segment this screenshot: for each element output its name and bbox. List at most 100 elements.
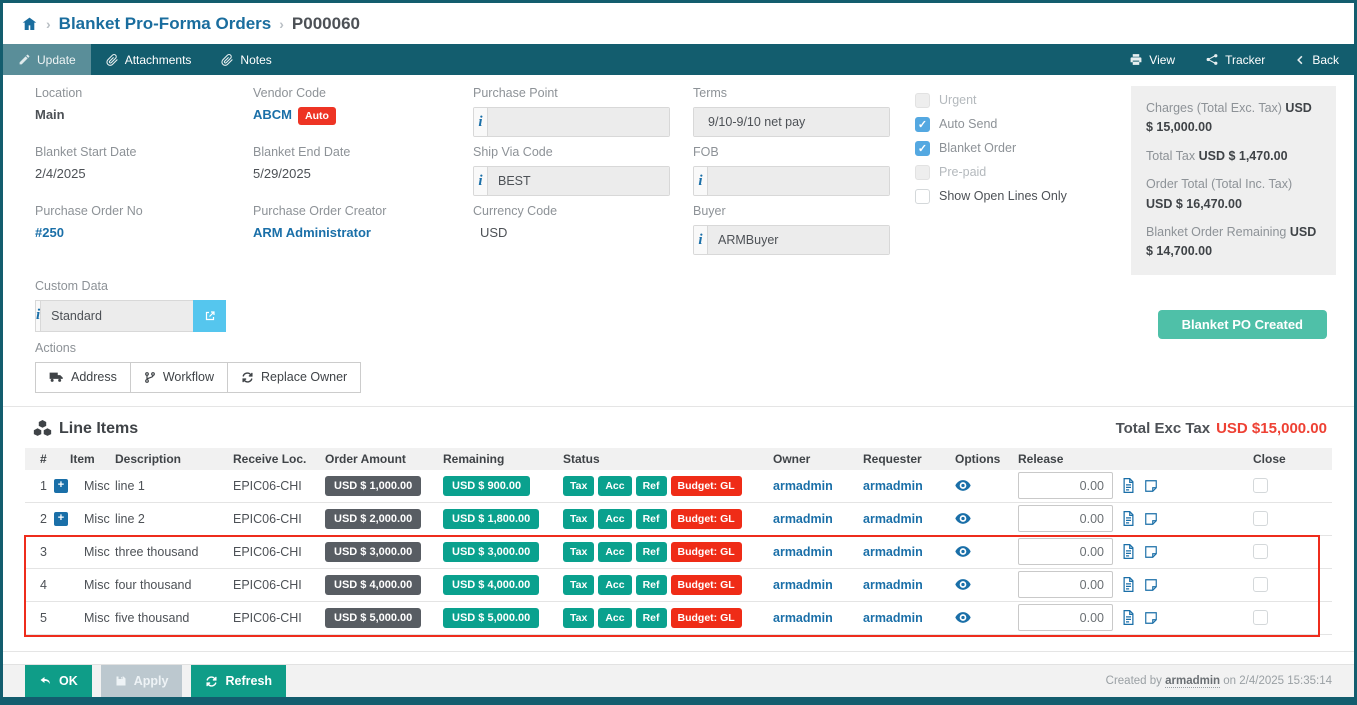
- status-badges: Tax Acc Ref Budget: GL: [563, 475, 773, 496]
- release-amount-input[interactable]: [1018, 472, 1113, 500]
- checkbox-icon[interactable]: [915, 188, 930, 204]
- document-icon[interactable]: [1122, 478, 1135, 494]
- purchase-order-creator-link[interactable]: ARM Administrator: [253, 225, 371, 240]
- requester-link[interactable]: armadmin: [863, 478, 923, 493]
- checkbox-icon: [915, 92, 930, 108]
- owner-link[interactable]: armadmin: [773, 544, 833, 559]
- breadcrumb-section-link[interactable]: Blanket Pro-Forma Orders: [58, 13, 272, 33]
- document-icon[interactable]: [1122, 544, 1135, 560]
- paperclip-icon: [221, 54, 234, 66]
- tax-badge: Tax: [563, 574, 595, 595]
- checkbox-auto-send[interactable]: ✓ Auto Send: [915, 112, 1131, 136]
- close-checkbox[interactable]: [1253, 544, 1268, 560]
- breadcrumb-record: P000060: [291, 13, 360, 33]
- ship-via-code-input[interactable]: [488, 167, 669, 195]
- tab-notes[interactable]: Notes: [206, 44, 286, 75]
- purchase-order-no-link[interactable]: #250: [35, 225, 64, 240]
- expand-row-icon[interactable]: +: [53, 478, 68, 493]
- options-eye-icon[interactable]: [955, 479, 971, 492]
- checkbox-checked-icon[interactable]: ✓: [915, 116, 930, 132]
- created-info: Created by armadmin on 2/4/2025 15:35:14: [1105, 675, 1332, 688]
- remaining-badge: USD $ 4,000.00: [443, 574, 540, 595]
- requester-link[interactable]: armadmin: [863, 544, 923, 559]
- options-eye-icon[interactable]: [955, 512, 971, 525]
- release-amount-input[interactable]: [1018, 571, 1113, 599]
- address-button[interactable]: Address: [35, 361, 131, 393]
- close-checkbox[interactable]: [1253, 478, 1268, 494]
- document-icon[interactable]: [1122, 577, 1135, 593]
- buyer-input[interactable]: [708, 226, 889, 254]
- options-eye-icon[interactable]: [955, 611, 971, 624]
- vendor-code-link[interactable]: ABCM: [253, 107, 292, 122]
- field-purchase-order-creator: Purchase Order Creator ARM Administrator: [253, 204, 473, 263]
- view-button[interactable]: View: [1114, 44, 1190, 75]
- breadcrumb-separator: ›: [279, 15, 284, 32]
- close-checkbox[interactable]: [1253, 610, 1268, 626]
- remaining-badge: USD $ 900.00: [443, 475, 531, 496]
- actions-group: Actions Address Workflow Replace Owner: [35, 341, 1354, 393]
- requester-link[interactable]: armadmin: [863, 511, 923, 526]
- owner-link[interactable]: armadmin: [773, 478, 833, 493]
- order-amount-badge: USD $ 1,000.00: [325, 475, 422, 496]
- document-icon[interactable]: [1122, 610, 1135, 626]
- ref-badge: Ref: [635, 541, 667, 562]
- info-icon: i: [36, 300, 42, 331]
- note-icon[interactable]: [1144, 545, 1158, 559]
- truck-icon: [49, 372, 63, 383]
- line-items-table: # Item Description Receive Loc. Order Am…: [24, 447, 1332, 637]
- cubes-icon: [33, 420, 52, 437]
- checkbox-blanket-order[interactable]: ✓ Blanket Order: [915, 136, 1131, 160]
- note-icon[interactable]: [1144, 479, 1158, 493]
- purchase-point-input[interactable]: [488, 108, 669, 136]
- note-icon[interactable]: [1144, 512, 1158, 526]
- checkbox-show-open-lines-only[interactable]: Show Open Lines Only: [915, 184, 1131, 208]
- workflow-button[interactable]: Workflow: [129, 361, 229, 393]
- owner-link[interactable]: armadmin: [773, 610, 833, 625]
- replace-owner-button[interactable]: Replace Owner: [227, 361, 362, 393]
- custom-data-input[interactable]: [41, 300, 193, 331]
- tracker-button[interactable]: Tracker: [1190, 44, 1280, 75]
- requester-link[interactable]: armadmin: [863, 610, 923, 625]
- tax-badge: Tax: [563, 508, 595, 529]
- budget-badge: Budget: GL: [670, 541, 742, 562]
- created-user: armadmin: [1165, 675, 1221, 688]
- ref-badge: Ref: [635, 607, 667, 628]
- options-eye-icon[interactable]: [955, 578, 971, 591]
- order-total-value: USD $ 16,470.00: [1146, 196, 1242, 211]
- table-row: 3 Misc three thousand EPIC06-CHI USD $ 3…: [25, 536, 1332, 569]
- owner-link[interactable]: armadmin: [773, 511, 833, 526]
- document-icon[interactable]: [1122, 511, 1135, 527]
- field-custom-data: Custom Data i: [35, 279, 1354, 332]
- release-amount-input[interactable]: [1018, 505, 1113, 533]
- owner-link[interactable]: armadmin: [773, 577, 833, 592]
- back-button[interactable]: Back: [1280, 44, 1354, 75]
- home-icon[interactable]: [21, 16, 38, 32]
- checkbox-checked-icon[interactable]: ✓: [915, 140, 930, 156]
- field-vendor-code: Vendor Code ABCM Auto: [253, 86, 473, 145]
- line-items-section: Line Items Total Exc Tax USD $15,000.00 #…: [3, 405, 1354, 637]
- order-totals-panel: Charges (Total Exc. Tax) USD $ 15,000.00…: [1131, 86, 1336, 275]
- requester-link[interactable]: armadmin: [863, 577, 923, 592]
- release-amount-input[interactable]: [1018, 604, 1113, 632]
- tab-attachments[interactable]: Attachments: [91, 44, 207, 75]
- save-icon: [116, 676, 126, 686]
- note-icon[interactable]: [1144, 611, 1158, 625]
- table-header: # Item Description Receive Loc. Order Am…: [25, 447, 1332, 470]
- fob-input[interactable]: [708, 167, 889, 195]
- close-checkbox[interactable]: [1253, 577, 1268, 593]
- release-amount-input[interactable]: [1018, 538, 1113, 566]
- custom-data-edit-button[interactable]: [193, 299, 226, 332]
- close-checkbox[interactable]: [1253, 511, 1268, 527]
- expand-row-icon[interactable]: +: [53, 511, 68, 526]
- options-eye-icon[interactable]: [955, 545, 971, 558]
- note-icon[interactable]: [1144, 578, 1158, 592]
- currency-code-value: USD: [480, 225, 508, 240]
- order-amount-badge: USD $ 4,000.00: [325, 574, 422, 595]
- acc-badge: Acc: [598, 574, 632, 595]
- refresh-button[interactable]: Refresh: [191, 664, 287, 697]
- line-items-title: Line Items: [33, 420, 138, 438]
- tab-update[interactable]: Update: [3, 44, 91, 75]
- field-ship-via-code: Ship Via Code i: [473, 145, 693, 204]
- acc-badge: Acc: [598, 541, 632, 562]
- ok-button[interactable]: OK: [25, 664, 92, 697]
